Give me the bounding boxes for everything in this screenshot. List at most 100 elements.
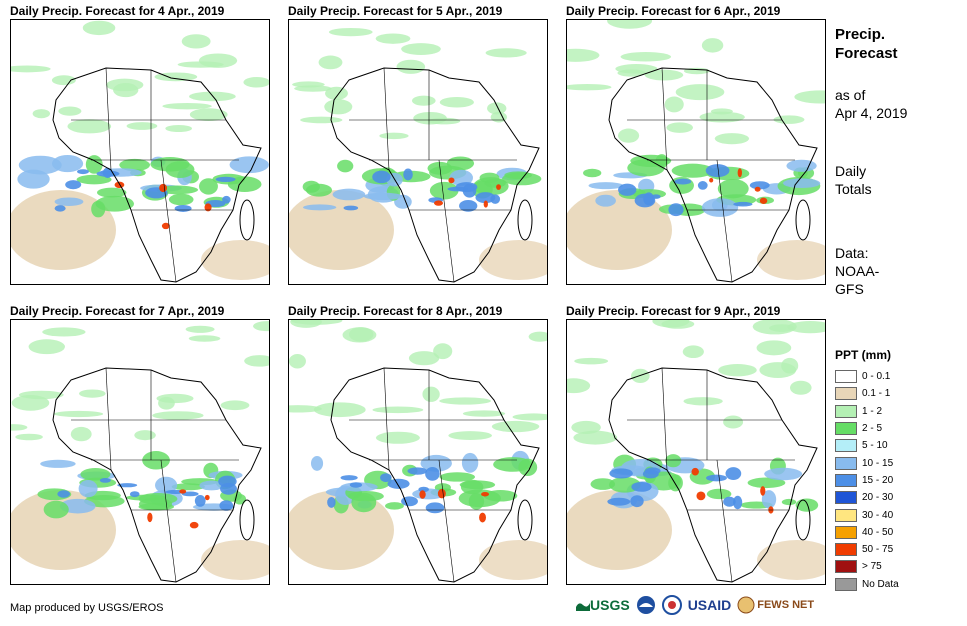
precip-area <box>42 327 86 337</box>
precip-area <box>300 116 343 124</box>
precip-area <box>787 320 825 334</box>
precip-area <box>433 343 453 360</box>
precip-area <box>747 477 786 489</box>
precip-area <box>313 402 366 418</box>
precip-area <box>181 34 211 49</box>
legend-item: 15 - 20 <box>835 472 930 489</box>
africa-outline <box>330 67 540 283</box>
precip-area <box>337 159 354 173</box>
precip-area <box>595 194 616 207</box>
precip-area <box>665 454 682 468</box>
precip-area <box>643 192 655 206</box>
precip-area <box>448 431 493 440</box>
precip-area <box>78 479 98 498</box>
precip-area <box>43 500 69 519</box>
precip-area <box>32 109 51 119</box>
legend-item: 50 - 75 <box>835 541 930 558</box>
precip-area <box>28 339 65 355</box>
precip-area <box>528 331 547 342</box>
precip-area <box>318 55 343 70</box>
panel-title: Daily Precip. Forecast for 4 Apr., 2019 <box>10 4 225 18</box>
precip-area <box>253 321 269 332</box>
precip-map <box>288 19 548 285</box>
precip-area <box>781 357 799 374</box>
precip-area <box>310 455 324 471</box>
precip-area <box>675 84 725 101</box>
legend-swatch <box>835 491 857 505</box>
precip-area <box>188 335 221 342</box>
madagascar-outline <box>239 499 255 541</box>
precip-area <box>483 490 518 502</box>
daily-totals-note: Daily Totals <box>835 163 872 197</box>
precip-area <box>682 345 704 359</box>
precip-area <box>479 240 547 280</box>
precip-area <box>567 378 591 394</box>
legend-swatch <box>835 525 857 539</box>
precip-area <box>420 454 452 472</box>
precip-area <box>618 183 637 196</box>
precip-area <box>289 354 306 369</box>
precip-area <box>67 119 112 134</box>
legend-swatch <box>835 387 857 401</box>
legend-title: PPT (mm) <box>835 348 892 362</box>
precip-area <box>343 205 359 211</box>
precip-area <box>348 327 374 342</box>
precip-area <box>714 133 750 145</box>
precip-area <box>723 496 736 507</box>
panel-title: Daily Precip. Forecast for 9 Apr., 2019 <box>566 304 781 318</box>
precip-area <box>664 96 684 113</box>
precip-area <box>723 415 744 429</box>
precip-area <box>171 483 205 491</box>
precip-area <box>204 494 210 501</box>
precip-area <box>387 478 410 489</box>
precip-area <box>760 486 766 496</box>
precip-area <box>129 491 140 498</box>
precip-area <box>666 122 693 133</box>
legend-item: 2 - 5 <box>835 420 930 437</box>
precip-area <box>177 61 224 68</box>
precip-area <box>215 176 236 182</box>
madagascar-outline <box>795 499 811 541</box>
precip-area <box>158 396 175 410</box>
precip-area <box>70 426 92 442</box>
country-border <box>438 459 455 583</box>
precip-area <box>573 430 618 445</box>
precip-map <box>288 319 548 585</box>
precip-area <box>375 431 420 444</box>
precip-area <box>155 476 178 494</box>
precip-area <box>159 183 168 193</box>
precip-area <box>756 340 792 356</box>
precip-area <box>718 364 757 377</box>
legend-item: 5 - 10 <box>835 437 930 454</box>
madagascar-outline <box>795 199 811 241</box>
precip-area <box>752 320 797 335</box>
precip-area <box>168 193 194 206</box>
precip-area <box>403 168 413 181</box>
precip-area <box>437 488 446 499</box>
forecast-panel-3: Daily Precip. Forecast for 6 Apr., 2019 <box>566 4 826 286</box>
panel-title: Daily Precip. Forecast for 6 Apr., 2019 <box>566 4 781 18</box>
precip-area <box>289 405 322 413</box>
fewsnet-logo: FEWS NET <box>737 596 814 614</box>
panel-title: Daily Precip. Forecast for 8 Apr., 2019 <box>288 304 503 318</box>
precip-area <box>786 159 817 172</box>
precip-area <box>691 467 699 476</box>
legend-swatch <box>835 370 857 384</box>
legend-swatch <box>835 508 857 522</box>
precip-map <box>566 19 826 285</box>
precip-area <box>757 240 825 280</box>
precip-area <box>106 78 144 92</box>
precip-area <box>189 521 199 529</box>
country-border <box>383 367 390 471</box>
precip-area <box>567 190 672 270</box>
precip-area <box>705 164 730 178</box>
precip-area <box>631 481 652 492</box>
legend-label: 30 - 40 <box>862 509 894 521</box>
precip-area <box>51 75 76 86</box>
precip-area <box>422 386 440 402</box>
precip-area <box>79 389 106 398</box>
precip-area <box>446 156 475 171</box>
precip-area <box>218 475 237 488</box>
legend-swatch <box>835 422 857 436</box>
precip-area <box>244 355 269 367</box>
